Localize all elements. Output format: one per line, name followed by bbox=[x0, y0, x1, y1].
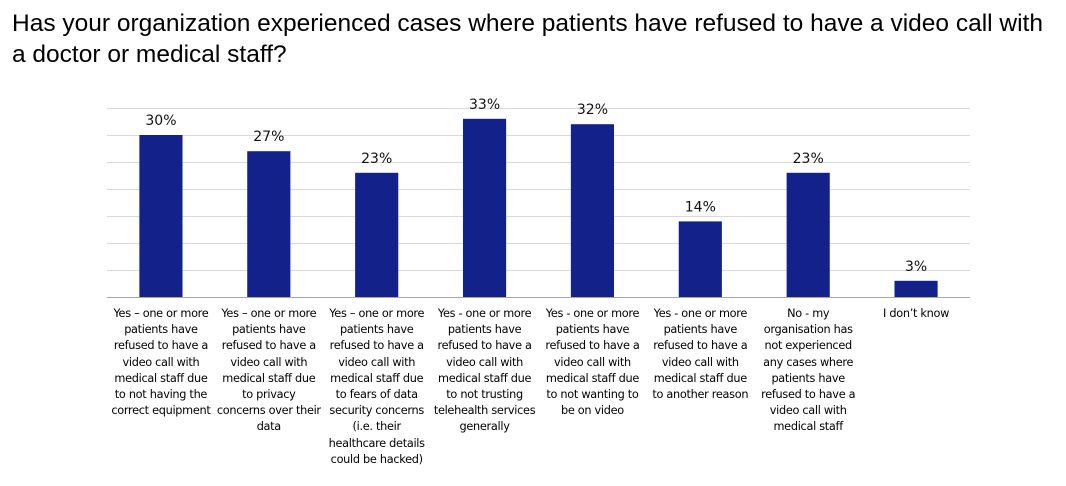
x-tick-label-line: patients have bbox=[447, 323, 522, 337]
x-tick-label-line: medical staff due bbox=[330, 371, 424, 385]
x-tick-label-line: video call with bbox=[122, 355, 200, 369]
x-tick-label-line: any cases where bbox=[763, 355, 854, 369]
x-tick-label-line: video call with bbox=[661, 355, 739, 369]
bar bbox=[570, 124, 615, 297]
data-label: 30% bbox=[145, 113, 176, 129]
data-label: 3% bbox=[905, 259, 927, 275]
x-tick-label-line: medical staff due bbox=[114, 371, 208, 385]
x-tick-label-line: to not trusting bbox=[446, 388, 523, 402]
x-tick-label-line: patients have bbox=[339, 323, 414, 337]
data-label: 33% bbox=[469, 97, 500, 113]
data-label: 32% bbox=[577, 102, 608, 118]
x-tick-label-line: security concerns bbox=[329, 404, 424, 418]
chart-title: Has your organization experienced cases … bbox=[12, 10, 1043, 68]
gridlines bbox=[107, 108, 970, 271]
x-tick-label: Yes – one or more patients have refused to… bbox=[107, 306, 215, 419]
x-tick-label-line: No - my bbox=[787, 307, 830, 320]
x-tick-label-line: to another reason bbox=[652, 388, 749, 402]
x-tick-label-line: (i.e. their bbox=[352, 420, 402, 434]
data-labels: 30% 27% 23% 33% 32% 14% 23% 3% bbox=[145, 97, 927, 275]
bars bbox=[139, 118, 938, 297]
x-tick-label-line: video call with bbox=[553, 355, 631, 369]
x-tick-label-line: data bbox=[256, 420, 282, 434]
data-label: 23% bbox=[793, 151, 824, 167]
x-tick-label-line: Yes - one or more bbox=[545, 307, 640, 320]
x-tick-label-line: patients have bbox=[124, 323, 198, 337]
x-tick-label: Yes – one or more patients have refused to… bbox=[215, 306, 323, 436]
x-tick-label-line: patients have bbox=[663, 323, 738, 337]
x-tick-label-line: Yes – one or more bbox=[329, 307, 425, 320]
x-tick-label-line: refused to have a bbox=[653, 339, 748, 353]
bar bbox=[894, 280, 938, 297]
x-tick-label-line: to not having the bbox=[114, 388, 208, 402]
x-tick-label-line: medical staff due bbox=[438, 371, 532, 385]
x-tick-label-line: medical staff due bbox=[653, 371, 747, 385]
x-tick-label-line: medical staff due bbox=[222, 371, 316, 385]
x-tick-label-line: video call with bbox=[230, 355, 308, 369]
x-tick-label-line: Yes – one or more bbox=[113, 307, 209, 320]
x-tick-label-line: be on video bbox=[560, 404, 624, 418]
data-label: 23% bbox=[361, 151, 392, 167]
x-tick-label-line: I don’t know bbox=[883, 307, 950, 320]
x-tick-label: No - my organisation has not experienced an… bbox=[754, 306, 862, 436]
x-tick-label: Yes - one or more patients have refused to… bbox=[646, 306, 754, 403]
bar bbox=[462, 118, 507, 297]
x-tick-label-line: telehealth services bbox=[433, 404, 536, 418]
x-tick-label-line: patients have bbox=[232, 323, 306, 337]
x-tick-label-line: refused to have a bbox=[329, 339, 424, 353]
x-tick-label-line: patients have bbox=[555, 323, 630, 337]
x-tick-label: I don’t know bbox=[862, 306, 970, 322]
data-label: 27% bbox=[253, 129, 284, 145]
x-tick-label-line: to privacy bbox=[242, 388, 296, 402]
x-tick-label-line: to not wanting to bbox=[546, 388, 639, 402]
x-tick-label: Yes – one or more patients have refused to… bbox=[323, 306, 431, 468]
x-tick-label-line: video call with bbox=[446, 355, 524, 369]
x-tick-label-line: could be hacked) bbox=[330, 452, 423, 466]
x-tick-label: Yes - one or more patients have refused to… bbox=[538, 306, 646, 419]
x-tick-label-line: correct equipment bbox=[111, 404, 211, 418]
bar bbox=[786, 172, 830, 297]
x-tick-label-line: medical staff due bbox=[545, 371, 639, 385]
x-tick-label-line: video call with bbox=[338, 355, 416, 369]
x-tick-label-line: refused to have a bbox=[545, 339, 640, 353]
x-tick-label-line: not experienced bbox=[764, 339, 852, 353]
bar bbox=[247, 151, 291, 297]
data-label: 14% bbox=[685, 199, 716, 215]
x-tick-label-line: Yes - one or more bbox=[653, 307, 748, 320]
x-tick-label-line: organisation has bbox=[763, 323, 853, 337]
x-tick-label-line: refused to have a bbox=[761, 388, 856, 402]
x-tick-label-line: Yes - one or more bbox=[437, 307, 532, 320]
x-tick-label-line: healthcare details bbox=[328, 436, 425, 450]
x-tick-label-line: refused to have a bbox=[113, 339, 209, 353]
x-tick-label-line: video call with bbox=[769, 404, 847, 418]
x-tick-label-line: Yes – one or more bbox=[221, 307, 317, 320]
x-tick-label-line: to fears of data bbox=[335, 388, 418, 402]
x-tick-label-line: concerns over their bbox=[216, 404, 321, 418]
bar bbox=[355, 172, 399, 297]
x-tick-label-line: refused to have a bbox=[437, 339, 532, 353]
bar bbox=[139, 135, 183, 297]
x-tick-label: Yes - one or more patients have refused to… bbox=[431, 306, 539, 436]
x-tick-label-line: generally bbox=[459, 420, 510, 434]
x-tick-label-line: medical staff bbox=[773, 420, 843, 434]
bar bbox=[678, 221, 722, 297]
x-tick-label-line: refused to have a bbox=[221, 339, 316, 353]
x-tick-label-line: patients have bbox=[771, 371, 845, 385]
